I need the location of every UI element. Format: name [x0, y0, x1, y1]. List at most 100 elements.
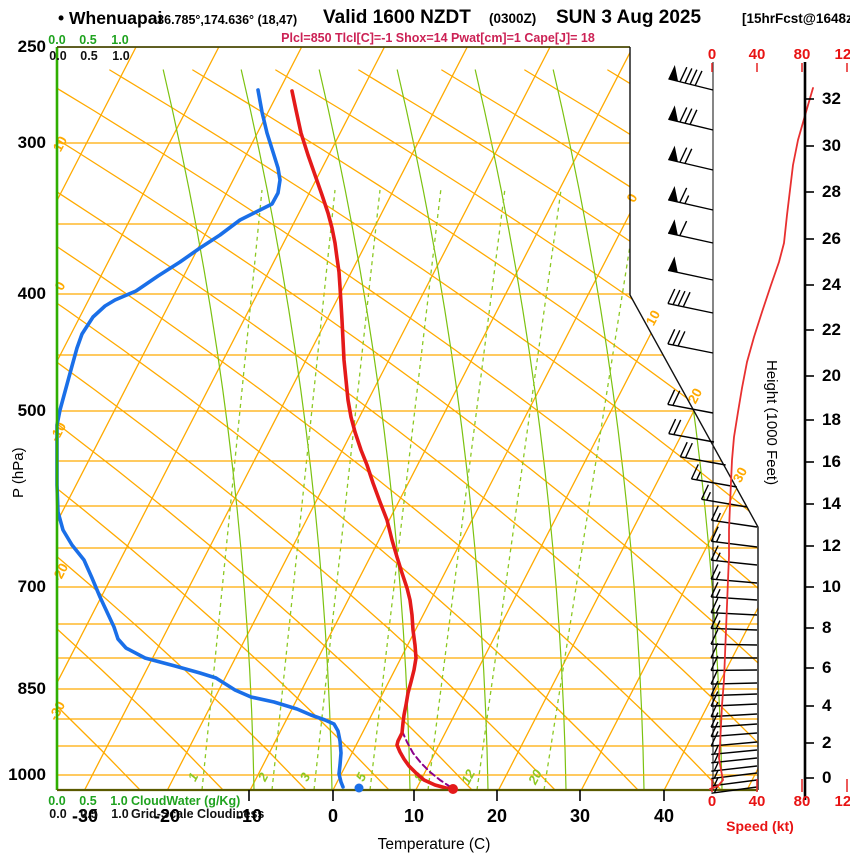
barb-full-feather	[679, 107, 688, 123]
dry-adiabat-line	[57, 69, 639, 790]
dry-adiabat-line	[57, 69, 758, 790]
barb-full-feather	[679, 187, 688, 203]
wind-barb	[710, 642, 758, 659]
height-tick-label: 32	[822, 89, 841, 108]
dry-adiabat-line	[524, 69, 758, 790]
barb-staff	[710, 682, 758, 685]
barb-staff	[668, 432, 715, 443]
wind-barb	[667, 256, 714, 281]
wind-barb	[668, 418, 715, 443]
barb-staff	[711, 596, 758, 601]
barb-full-feather	[679, 220, 688, 236]
dry-adiabat-line	[57, 69, 224, 790]
barb-full-feather	[672, 390, 681, 406]
isotherm-line	[332, 47, 717, 790]
isotherm-line	[166, 47, 551, 790]
temperature-tick-label: -20	[153, 806, 181, 826]
barb-staff	[711, 732, 758, 738]
barb-full-feather	[677, 331, 686, 347]
barb-half-feather	[715, 588, 721, 598]
barb-full-feather	[689, 69, 698, 85]
mixing-ratio-label: 5	[353, 769, 370, 783]
speed-tick-label-bottom: 80	[793, 793, 811, 810]
isotherm-label: 30	[730, 465, 750, 485]
barb-staff	[711, 540, 758, 548]
mixing-ratio-label: 1	[185, 770, 202, 783]
cloudwater-scale-label-bottom: 0.0	[48, 794, 66, 808]
dry-adiabat-line	[774, 70, 850, 790]
barb-full-feather	[710, 564, 719, 580]
pressure-tick-label: 300	[17, 133, 46, 152]
speed-tick-label-top: 80	[793, 46, 811, 63]
wind-barb	[710, 691, 758, 707]
wind-speed-curve	[709, 87, 814, 790]
moist-adiabat-line	[474, 69, 567, 790]
wind-barb	[710, 701, 758, 718]
pressure-tick-label: 1000	[8, 765, 46, 784]
temperature-axis-title: Temperature (C)	[377, 836, 491, 853]
isotherm-line	[57, 47, 220, 790]
wind-barb	[700, 484, 748, 508]
pressure-tick-label: 500	[17, 401, 46, 420]
barb-full-feather	[690, 464, 699, 480]
height-tick-label: 26	[822, 229, 841, 248]
dry-adiabat-line	[57, 69, 390, 790]
height-tick-label: 10	[822, 577, 841, 596]
mixing-ratio-line	[271, 189, 336, 790]
barb-full-feather	[679, 66, 688, 83]
barb-full-feather	[684, 68, 693, 84]
barb-full-feather	[710, 642, 719, 659]
barb-full-feather	[672, 330, 681, 346]
speed-tick-label-bottom: 0	[707, 793, 717, 810]
height-tick-label: 2	[822, 733, 832, 752]
dry-adiabat-line	[57, 69, 758, 790]
isotherm-line	[57, 47, 386, 790]
barb-staff	[711, 578, 758, 584]
background-lines	[57, 47, 850, 790]
cloudiness-scale-label-bottom: 1.0	[111, 807, 129, 821]
barb-staff	[711, 611, 758, 616]
barb-staff	[711, 741, 758, 747]
dewpoint-curve	[55, 88, 345, 789]
dry-adiabat-line	[275, 69, 758, 790]
barb-full-feather	[667, 288, 676, 304]
barb-half-feather	[713, 769, 719, 779]
speed-tick-label-bottom: 40	[748, 793, 766, 810]
barb-pennant	[668, 185, 678, 203]
dry-adiabat-line	[57, 69, 473, 790]
isotherm-line	[580, 47, 758, 790]
barb-staff	[667, 269, 714, 281]
wind-barb	[667, 288, 714, 314]
barb-half-feather	[715, 552, 721, 562]
barb-staff	[711, 786, 758, 794]
barb-staff	[667, 403, 714, 414]
isotherm-label: 0	[624, 191, 641, 205]
wind-barb	[710, 721, 758, 738]
barb-staff	[711, 772, 758, 780]
speed-axis-title: Speed (kt)	[726, 818, 794, 834]
surface-dewpoint-dot	[354, 783, 364, 793]
barb-staff	[711, 765, 758, 772]
barb-full-feather	[682, 291, 691, 308]
height-tick-label: 22	[822, 320, 841, 339]
barb-full-feather	[710, 505, 719, 521]
barb-full-feather	[700, 484, 709, 500]
dry-adiabat-line	[607, 69, 758, 790]
barb-staff	[710, 643, 758, 646]
wind-barb	[710, 669, 758, 685]
cloudwater-scale-label-bottom: 0.5	[79, 794, 97, 808]
moist-adiabat-line	[240, 69, 333, 790]
wind-barb	[668, 105, 714, 131]
cloudwater-scale-label-top: 0.5	[79, 33, 97, 47]
moist-adiabat-line	[552, 69, 645, 790]
barb-full-feather	[710, 731, 719, 747]
barb-full-feather	[710, 629, 719, 645]
wind-barb	[710, 597, 758, 616]
barb-full-feather	[668, 418, 677, 434]
parcel-path-curve	[401, 730, 454, 790]
wind-barb	[710, 564, 758, 584]
mixing-ratio-line	[543, 189, 640, 790]
cloudiness-scale-label-top: 0.5	[80, 49, 98, 63]
cloudiness-label: Grid-Scale Cloudiness	[131, 807, 265, 821]
